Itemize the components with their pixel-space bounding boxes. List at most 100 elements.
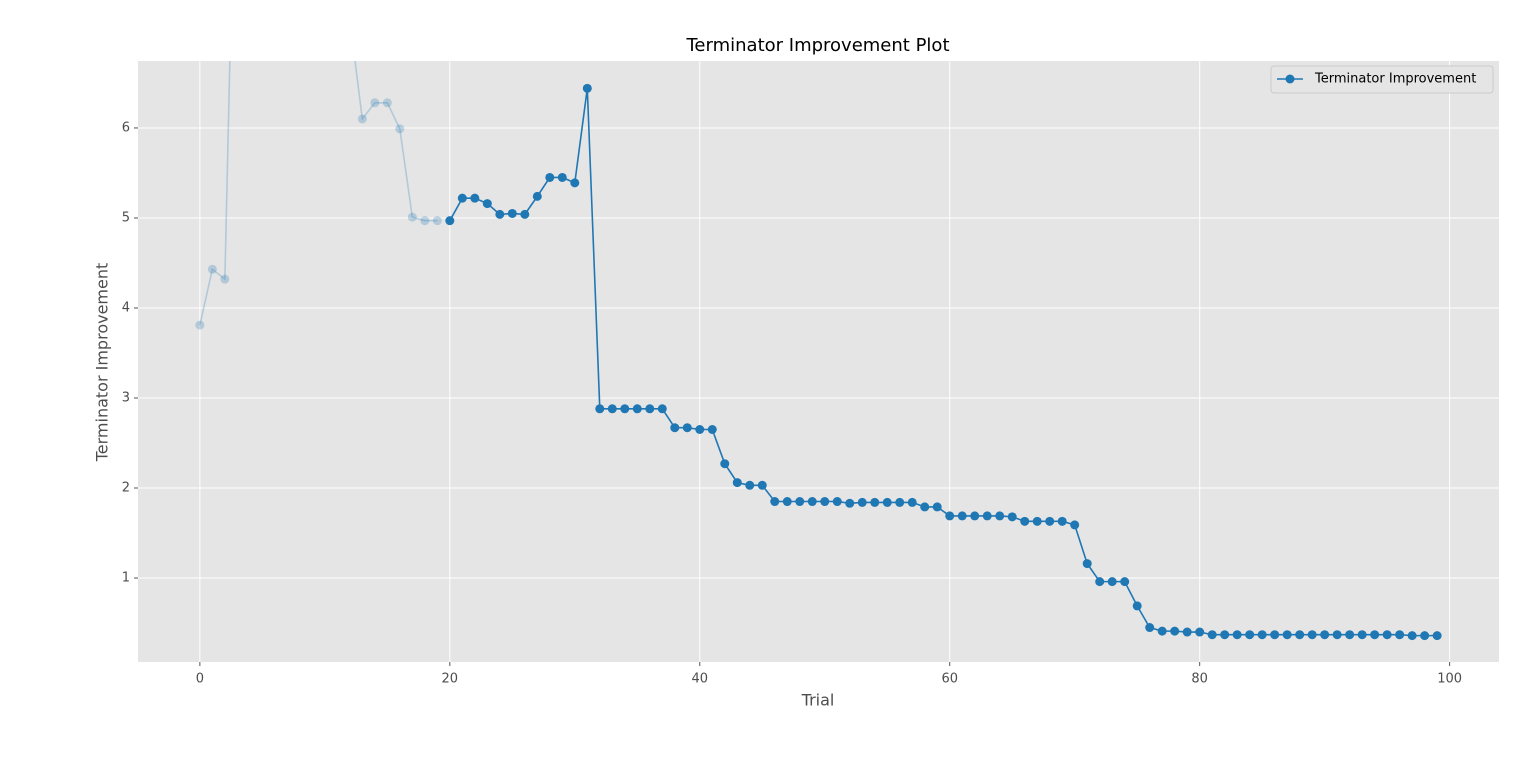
data-point (457, 193, 467, 203)
data-point (770, 497, 780, 507)
data-point (757, 480, 767, 490)
data-point (845, 498, 855, 508)
data-point (582, 83, 592, 93)
data-point (1245, 630, 1255, 640)
legend-box (1270, 65, 1494, 94)
data-point (932, 502, 942, 512)
data-point (1157, 626, 1167, 636)
data-point (895, 497, 905, 507)
data-point (832, 497, 842, 507)
data-point (482, 199, 492, 209)
data-point (1357, 630, 1367, 640)
x-tick-label: 80 (1191, 672, 1208, 687)
data-point (1370, 630, 1380, 640)
data-point (682, 423, 692, 433)
data-point (420, 216, 430, 226)
y-tick-label: 2 (122, 481, 130, 496)
data-point (695, 425, 705, 435)
data-point (1182, 627, 1192, 637)
legend: Terminator Improvement (1270, 65, 1494, 94)
data-point (1395, 630, 1405, 640)
data-point (945, 511, 955, 521)
data-point (870, 497, 880, 507)
data-point (395, 124, 405, 134)
data-point (1020, 516, 1030, 526)
data-point (345, 15, 354, 24)
data-point (1007, 512, 1017, 522)
x-tick-label: 100 (1437, 672, 1462, 687)
data-point (1082, 559, 1092, 569)
data-point (982, 511, 992, 521)
data-point (882, 497, 892, 507)
data-point (920, 502, 930, 512)
data-point (1295, 630, 1305, 640)
data-point (470, 193, 480, 203)
data-point (1257, 630, 1267, 640)
data-point (807, 497, 817, 507)
data-point (1095, 577, 1105, 587)
data-point (1057, 516, 1067, 526)
y-tick-label: 3 (122, 390, 130, 405)
data-point (532, 191, 542, 201)
data-point (632, 404, 642, 414)
data-point (657, 404, 667, 414)
data-point (1170, 626, 1180, 636)
data-point (1320, 630, 1330, 640)
data-point (207, 264, 217, 274)
data-point (857, 497, 867, 507)
data-point (1307, 630, 1317, 640)
data-point (1332, 630, 1342, 640)
data-point (570, 178, 580, 188)
data-point (520, 209, 530, 219)
series-line (199, 61, 438, 326)
x-axis-label: Trial (801, 691, 835, 710)
x-tick-label: 40 (691, 672, 708, 687)
data-point (970, 511, 980, 521)
legend-label: Terminator Improvement (1314, 72, 1476, 87)
data-point (745, 480, 755, 490)
data-point (957, 511, 967, 521)
data-point (195, 320, 205, 330)
y-axis-label: Terminator Improvement (93, 263, 112, 463)
data-point (795, 497, 805, 507)
data-point (1207, 630, 1217, 640)
data-point (595, 404, 605, 414)
data-point (1407, 631, 1417, 641)
legend-marker (1285, 74, 1295, 84)
data-point (732, 478, 742, 488)
data-point (1070, 520, 1080, 530)
data-point (357, 114, 367, 124)
data-point (557, 172, 567, 182)
data-point (1220, 630, 1230, 640)
y-tick-label: 5 (122, 210, 130, 225)
data-point (1282, 630, 1292, 640)
data-point (220, 274, 230, 284)
data-point (1107, 577, 1117, 587)
data-point (670, 423, 680, 433)
data-point (607, 404, 617, 414)
data-point (907, 497, 917, 507)
plot-area (138, 61, 1499, 662)
y-tick-label: 4 (122, 300, 130, 315)
data-point (382, 98, 392, 108)
data-point (995, 511, 1005, 521)
data-point (720, 459, 730, 469)
data-point (0, 629, 5, 638)
data-point (445, 216, 455, 226)
data-point (1145, 623, 1155, 633)
data-point (545, 172, 555, 182)
data-point (507, 208, 517, 218)
y-tick-label: 1 (122, 571, 130, 586)
data-point (782, 497, 792, 507)
data-point (407, 212, 417, 222)
data-point (1032, 516, 1042, 526)
data-point (432, 216, 442, 226)
data-point (495, 209, 505, 219)
data-point (1232, 630, 1242, 640)
data-point (1120, 577, 1130, 587)
chart-title: Terminator Improvement Plot (686, 35, 950, 56)
data-point (1420, 631, 1430, 641)
x-tick-label: 0 (196, 672, 204, 687)
